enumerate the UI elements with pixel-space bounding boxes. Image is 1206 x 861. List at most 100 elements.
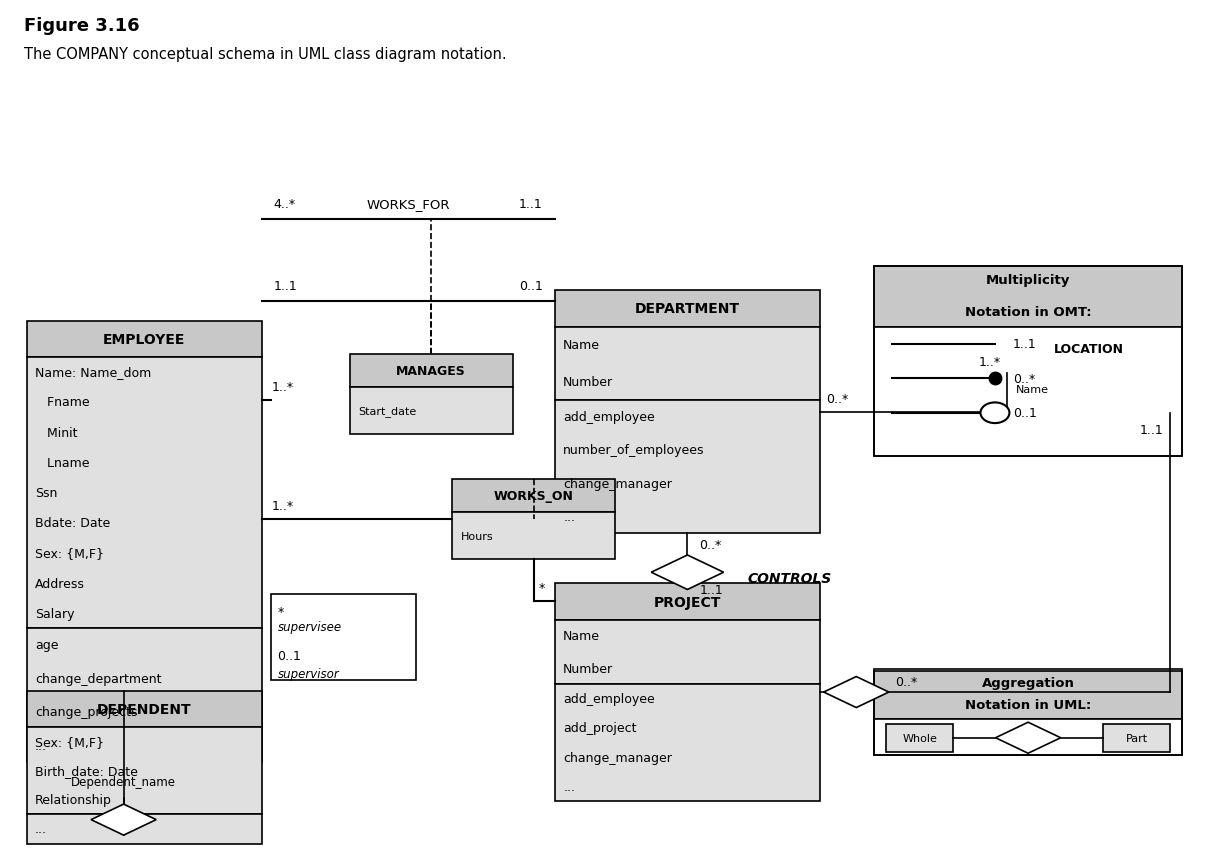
Bar	[555, 684, 820, 801]
Text: WORKS_FOR: WORKS_FOR	[367, 198, 450, 211]
Text: Name: Name	[563, 339, 601, 352]
Text: Name: Name_dom: Name: Name_dom	[35, 366, 151, 379]
Bar	[1103, 724, 1170, 752]
Text: Salary: Salary	[35, 607, 75, 620]
Text: Hours: Hours	[461, 531, 493, 541]
Bar	[27, 814, 262, 844]
Text: Ssn: Ssn	[35, 486, 58, 499]
Text: Whole: Whole	[902, 733, 937, 743]
Text: ...: ...	[563, 511, 575, 523]
Text: Sex: {M,F}: Sex: {M,F}	[35, 547, 104, 560]
Bar	[27, 691, 262, 728]
Bar	[452, 480, 615, 512]
Text: 1..*: 1..*	[271, 381, 293, 393]
Text: Name: Name	[563, 629, 601, 642]
Text: 1..*: 1..*	[979, 356, 1001, 369]
Bar	[27, 321, 262, 357]
Text: Multiplicity: Multiplicity	[987, 273, 1070, 287]
Polygon shape	[824, 677, 889, 708]
Text: Bdate: Date: Bdate: Date	[35, 517, 110, 530]
Text: change_manager: change_manager	[563, 751, 672, 764]
Text: Notation in UML:: Notation in UML:	[965, 698, 1091, 712]
Text: age: age	[35, 639, 58, 652]
Bar	[555, 620, 820, 684]
Text: change_department: change_department	[35, 672, 162, 685]
Text: 0..1: 0..1	[277, 649, 302, 663]
Bar	[271, 594, 416, 680]
Bar	[886, 724, 953, 752]
Text: ...: ...	[563, 780, 575, 793]
Bar	[555, 327, 820, 400]
Bar	[1007, 366, 1170, 413]
Text: add_employee: add_employee	[563, 411, 655, 424]
Text: 0..*: 0..*	[699, 538, 721, 551]
Text: Minit: Minit	[35, 426, 77, 439]
Text: Sex: {M,F}: Sex: {M,F}	[35, 735, 104, 748]
Text: 1..1: 1..1	[1140, 424, 1164, 437]
Text: The COMPANY conceptual schema in UML class diagram notation.: The COMPANY conceptual schema in UML cla…	[24, 47, 507, 62]
Polygon shape	[995, 722, 1061, 753]
Polygon shape	[651, 555, 724, 590]
Bar	[555, 291, 820, 327]
Text: WORKS_ON: WORKS_ON	[493, 489, 574, 503]
Text: 1..1: 1..1	[1013, 338, 1037, 351]
Bar	[555, 584, 820, 620]
Bar	[1007, 333, 1170, 366]
Bar	[874, 267, 1182, 327]
Text: LOCATION: LOCATION	[1053, 343, 1124, 356]
Text: Birth_date: Date: Birth_date: Date	[35, 764, 137, 777]
Text: Dependent_name: Dependent_name	[71, 775, 176, 789]
Text: Number: Number	[563, 375, 614, 388]
Text: *: *	[277, 604, 283, 618]
Text: 0..1: 0..1	[519, 280, 543, 293]
Bar	[350, 355, 513, 387]
Text: Figure 3.16: Figure 3.16	[24, 17, 140, 35]
Text: Aggregation: Aggregation	[982, 676, 1075, 690]
Bar	[350, 387, 513, 435]
Text: Notation in OMT:: Notation in OMT:	[965, 305, 1091, 319]
Bar	[874, 672, 1182, 719]
Bar	[874, 327, 1182, 456]
Bar	[874, 719, 1182, 755]
Text: Fname: Fname	[35, 396, 89, 409]
Text: 4..*: 4..*	[274, 198, 295, 211]
Bar	[555, 400, 820, 534]
Text: 1..1: 1..1	[519, 198, 543, 211]
Text: Number: Number	[563, 662, 614, 675]
Text: 0..*: 0..*	[1013, 372, 1035, 386]
Text: DEPENDENT: DEPENDENT	[96, 703, 192, 716]
Text: 1..*: 1..*	[271, 499, 293, 513]
Text: DEPARTMENT: DEPARTMENT	[634, 302, 740, 316]
Text: *: *	[539, 581, 545, 594]
Text: change_manager: change_manager	[563, 477, 672, 490]
Text: 0..*: 0..*	[826, 393, 848, 406]
Polygon shape	[90, 804, 156, 835]
Circle shape	[980, 403, 1009, 424]
Text: Lname: Lname	[35, 456, 89, 469]
Text: Relationship: Relationship	[35, 793, 112, 806]
Text: Part: Part	[1125, 733, 1148, 743]
Text: add_project: add_project	[563, 722, 637, 734]
Text: add_employee: add_employee	[563, 692, 655, 705]
Text: Start_date: Start_date	[358, 406, 416, 417]
Text: 1..1: 1..1	[699, 584, 724, 597]
Text: 0..1: 0..1	[1013, 406, 1037, 420]
Bar	[27, 629, 262, 762]
Text: ...: ...	[35, 822, 47, 835]
Text: number_of_employees: number_of_employees	[563, 444, 704, 457]
Text: CONTROLS: CONTROLS	[748, 571, 832, 585]
Bar	[874, 669, 1182, 755]
Text: supervisor: supervisor	[277, 666, 339, 680]
Text: PROJECT: PROJECT	[654, 595, 721, 609]
Bar	[36, 765, 211, 798]
Text: change_projects: change_projects	[35, 705, 137, 718]
Bar	[452, 512, 615, 560]
Bar	[27, 728, 262, 814]
Text: 1..1: 1..1	[274, 280, 298, 293]
Bar	[874, 267, 1182, 456]
Text: Address: Address	[35, 577, 84, 590]
Bar	[27, 357, 262, 629]
Text: Name: Name	[1015, 385, 1048, 394]
Text: EMPLOYEE: EMPLOYEE	[103, 332, 186, 346]
Text: supervisee: supervisee	[277, 620, 341, 634]
